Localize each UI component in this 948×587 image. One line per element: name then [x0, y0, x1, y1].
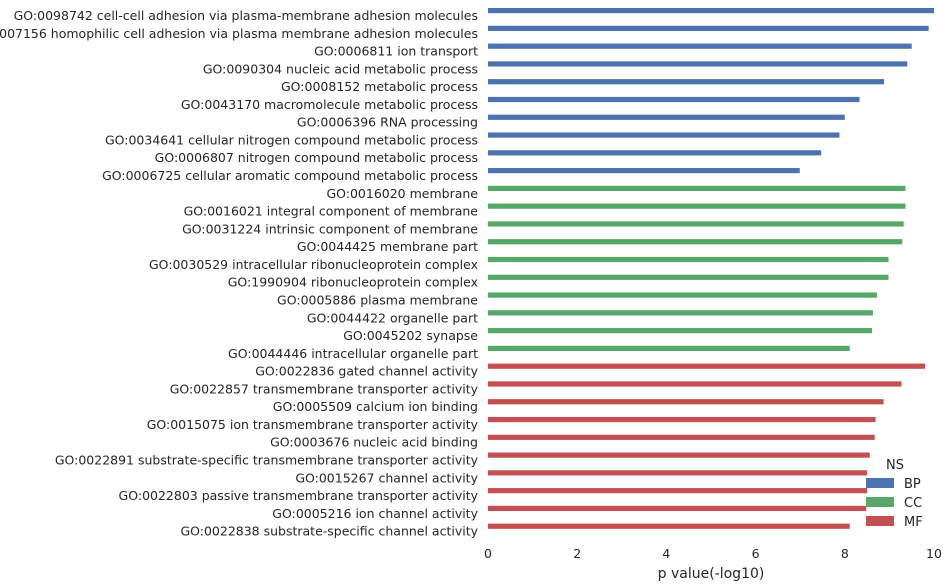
bar — [488, 310, 873, 316]
category-label: GO:0006725 cellular aromatic compound me… — [102, 168, 478, 183]
bar — [488, 114, 845, 120]
bar — [488, 505, 867, 512]
x-axis-title: p value(-log10) — [658, 566, 765, 582]
category-label: GO:0003676 nucleic acid binding — [270, 435, 478, 450]
x-tick-label: 8 — [841, 546, 849, 561]
category-label: GO:1990904 ribonucleoprotein complex — [228, 275, 478, 290]
category-label: GO:0022857 transmembrane transporter act… — [170, 381, 479, 396]
bar — [488, 221, 904, 227]
bar — [488, 132, 840, 138]
bars-layer — [488, 8, 934, 529]
bar — [488, 434, 875, 440]
category-label: GO:0006811 ion transport — [314, 44, 478, 59]
category-label: GO:0007156 homophilic cell adhesion via … — [0, 26, 478, 41]
category-label: GO:0005216 ion channel activity — [272, 506, 478, 521]
bar — [488, 203, 906, 209]
category-label: GO:0015267 channel activity — [295, 470, 478, 485]
bar — [488, 292, 877, 298]
category-label: GO:0005886 plasma membrane — [277, 292, 478, 307]
bar — [488, 150, 822, 156]
bar — [488, 61, 908, 67]
category-label: GO:0022836 gated channel activity — [255, 364, 478, 379]
category-label: GO:0022838 substrate-specific channel ac… — [180, 524, 478, 539]
bar — [488, 8, 934, 14]
category-label: GO:0006396 RNA processing — [297, 115, 478, 130]
bar — [488, 43, 912, 49]
bar — [488, 79, 885, 85]
x-tick-label: 10 — [926, 546, 942, 561]
bar — [488, 25, 929, 31]
bar — [488, 381, 902, 387]
category-label: GO:0045202 synapse — [343, 328, 478, 343]
bar — [488, 452, 870, 458]
bar — [488, 470, 868, 476]
category-label: GO:0034641 cellular nitrogen compound me… — [105, 132, 478, 147]
category-label: GO:0022891 substrate-specific transmembr… — [55, 453, 479, 468]
x-tick-label: 6 — [752, 546, 760, 561]
x-axis-ticks: 0 2 4 6 8 10 — [484, 546, 942, 561]
category-label: GO:0016020 membrane — [326, 186, 478, 201]
category-label: GO:0044425 membrane part — [297, 239, 478, 254]
bar — [488, 256, 889, 263]
category-label: GO:0005509 calcium ion binding — [273, 399, 478, 414]
legend-swatch — [866, 478, 894, 488]
category-label: GO:0016021 integral component of membran… — [184, 204, 479, 219]
category-label: GO:0022803 passive transmembrane transpo… — [119, 488, 479, 503]
bar — [488, 168, 800, 174]
bar — [488, 328, 873, 334]
category-labels: GO:0098742 cell-cell adhesion via plasma… — [0, 8, 479, 539]
legend-swatch — [866, 497, 894, 507]
category-label: GO:0015075 ion transmembrane transporter… — [147, 417, 479, 432]
category-label: GO:0030529 intracellular ribonucleoprote… — [149, 257, 478, 272]
category-label: GO:0044446 intracellular organelle part — [228, 346, 478, 361]
x-tick-label: 0 — [484, 546, 492, 561]
bar — [488, 488, 868, 494]
bar — [488, 345, 850, 352]
bar — [488, 96, 860, 103]
x-tick-label: 2 — [573, 546, 581, 561]
bar — [488, 363, 926, 369]
bar — [488, 399, 884, 405]
legend-entries: BP CC MF — [866, 477, 923, 530]
bar — [488, 523, 850, 529]
legend-label: CC — [904, 496, 922, 511]
category-label: GO:0044422 organelle part — [307, 310, 478, 325]
category-label: GO:0090304 nucleic acid metabolic proces… — [203, 61, 478, 76]
bar — [488, 416, 876, 423]
legend-label: BP — [904, 477, 921, 492]
bar — [488, 185, 906, 191]
bar — [488, 239, 903, 245]
bar — [488, 274, 889, 280]
category-label: GO:0098742 cell-cell adhesion via plasma… — [14, 8, 478, 23]
x-tick-label: 4 — [662, 546, 670, 561]
category-label: GO:0031224 intrinsic component of membra… — [182, 221, 478, 236]
category-label: GO:0006807 nitrogen compound metabolic p… — [155, 150, 478, 165]
category-label: GO:0043170 macromolecule metabolic proce… — [181, 97, 478, 112]
legend: NS BP CC MF — [866, 458, 923, 530]
category-label: GO:0008152 metabolic process — [281, 79, 478, 94]
legend-swatch — [866, 516, 894, 526]
legend-label: MF — [904, 515, 923, 530]
legend-title: NS — [886, 458, 904, 473]
